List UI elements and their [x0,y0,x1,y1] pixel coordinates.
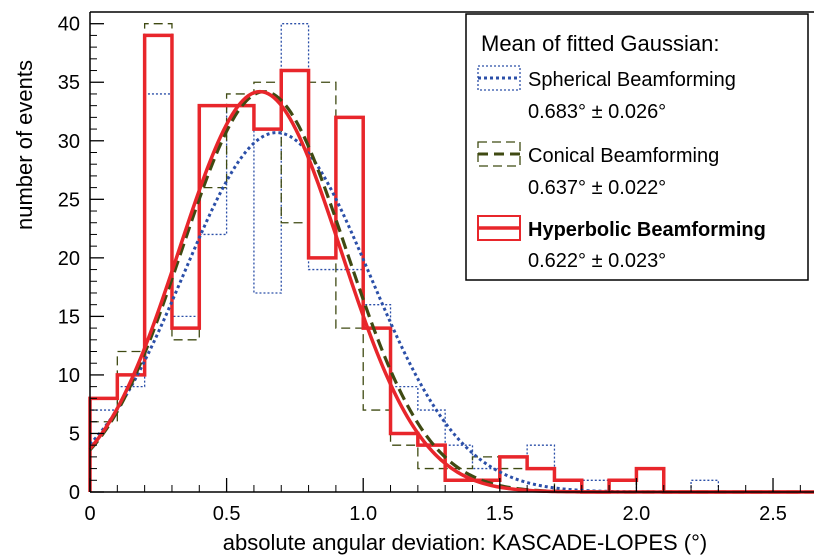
x-axis-title: absolute angular deviation: KASCADE-LOPE… [223,530,707,555]
ticks: 0 5 10 15 20 25 30 35 40 0 0.5 1.0 1.5 2.0 2.5 [58,11,801,525]
y-tick-label: 5 [69,423,80,445]
x-tick-label: 2.0 [623,503,651,525]
histogram-spherical [89,23,801,493]
legend: Mean of fitted Gaussian: Spherical Beamf… [465,13,809,281]
y-tick-label: 30 [58,131,80,153]
fit-curve-conical [88,90,814,494]
y-tick-label: 40 [58,14,80,36]
x-tick-label: 0.5 [213,503,241,525]
y-tick-label: 0 [69,482,80,504]
legend-title: Mean of fitted Gaussian: [481,31,719,56]
legend-value-hyperbolic: 0.622° ± 0.023° [528,250,666,272]
y-tick-label: 10 [58,365,80,387]
plot-frame [89,11,814,493]
y-tick-label: 20 [58,248,80,270]
legend-box [465,13,809,281]
legend-label-hyperbolic: Hyperbolic Beamforming [528,219,766,241]
legend-label-conical: Conical Beamforming [528,145,719,167]
x-tick-label: 0 [84,503,95,525]
y-tick-label: 15 [58,306,80,328]
x-tick-label: 2.5 [759,503,787,525]
legend-label-spherical: Spherical Beamforming [528,69,736,91]
x-tick-label: 1.5 [486,503,514,525]
y-tick-label: 35 [58,72,80,94]
x-tick-label: 1.0 [349,503,377,525]
y-tick-label: 25 [58,189,80,211]
legend-value-spherical: 0.683° ± 0.026° [528,101,666,123]
legend-value-conical: 0.637° ± 0.022° [528,177,666,199]
y-axis-title: number of events [12,60,37,230]
